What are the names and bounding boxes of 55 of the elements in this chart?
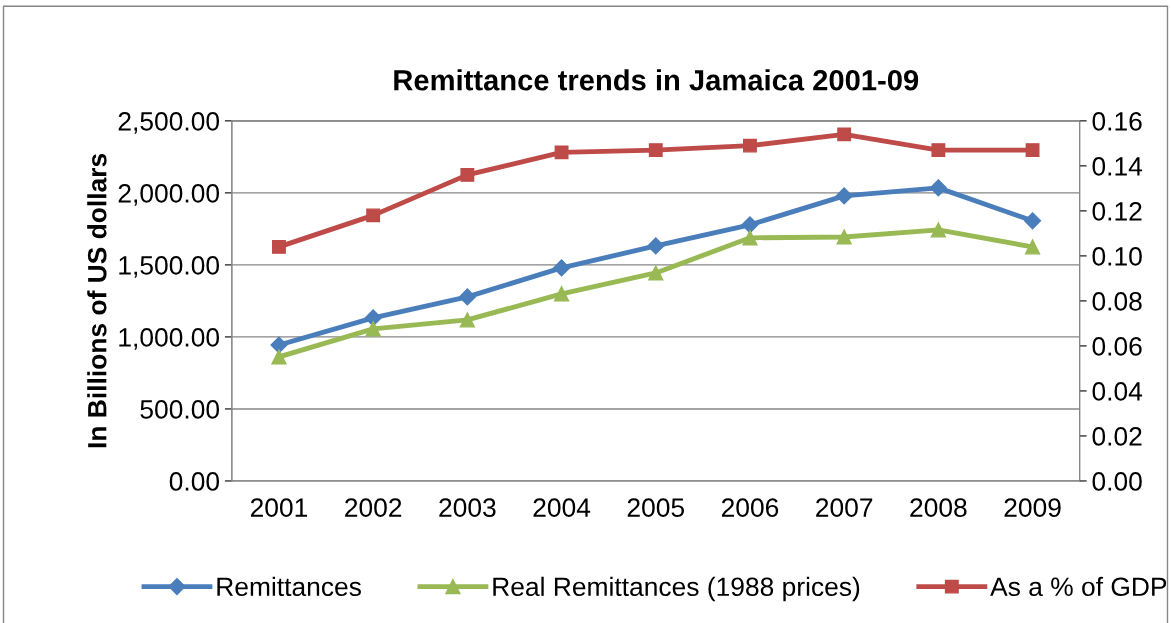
point: [647, 237, 665, 255]
y2-tick-label: 0.14: [1092, 157, 1143, 176]
x-tick-label: 2007: [816, 498, 873, 518]
point: [743, 138, 757, 153]
x-tick-label: 2001: [250, 498, 308, 518]
point: [459, 312, 475, 328]
point: [741, 216, 759, 234]
y2-tick-label: 0.12: [1092, 202, 1142, 221]
point: [648, 265, 664, 281]
y-tick-label: 2,000.00: [118, 184, 220, 206]
point: [931, 143, 946, 158]
y2-tick-label: 0.10: [1092, 247, 1142, 266]
x-tick-label: 2008: [910, 498, 967, 518]
point: [554, 145, 569, 160]
point: [365, 321, 381, 337]
point: [1024, 212, 1042, 230]
y-tick-label: 1,000.00: [119, 328, 220, 350]
point: [366, 208, 381, 223]
y-tick-label: 0.00: [169, 472, 220, 491]
point: [742, 230, 758, 246]
point: [1024, 239, 1041, 255]
legend-label: As a % of GDP: [990, 576, 1167, 597]
point: [460, 167, 475, 182]
point: [272, 239, 286, 254]
y-tick-label: 500.00: [140, 400, 220, 419]
y2-tick-label: 0.00: [1092, 472, 1142, 491]
point: [835, 187, 853, 205]
point: [836, 229, 852, 245]
chart-title: Remittance trends in Jamaica 2001-09: [394, 69, 919, 91]
y2-tick-label: 0.04: [1092, 382, 1143, 401]
x-tick-label: 2006: [721, 498, 779, 518]
point: [648, 143, 663, 158]
point: [458, 288, 476, 306]
x-tick-label: 2009: [1004, 498, 1061, 518]
point: [930, 222, 947, 238]
point: [837, 127, 852, 142]
y2-tick-label: 0.06: [1092, 337, 1142, 356]
legend-label: Remittances: [217, 576, 361, 597]
y-axis-title: In Billions of US dollars: [87, 153, 107, 448]
x-tick-label: 2005: [627, 498, 685, 518]
x-tick-label: 2003: [439, 498, 496, 518]
y2-tick-label: 0.08: [1092, 292, 1142, 311]
y2-tick-label: 0.02: [1092, 427, 1142, 446]
point: [553, 259, 571, 277]
y2-tick-label: 0.16: [1092, 112, 1142, 131]
x-tick-label: 2002: [345, 498, 402, 518]
y-tick-label: 1,500.00: [119, 256, 220, 278]
point: [271, 349, 287, 365]
legend-label: Real Remittances (1988 prices): [493, 576, 860, 602]
point: [929, 179, 947, 197]
point: [364, 309, 382, 327]
y-tick-label: 2,500.00: [118, 112, 220, 134]
point: [553, 286, 570, 302]
point: [1025, 143, 1040, 158]
x-tick-label: 2004: [533, 498, 591, 518]
